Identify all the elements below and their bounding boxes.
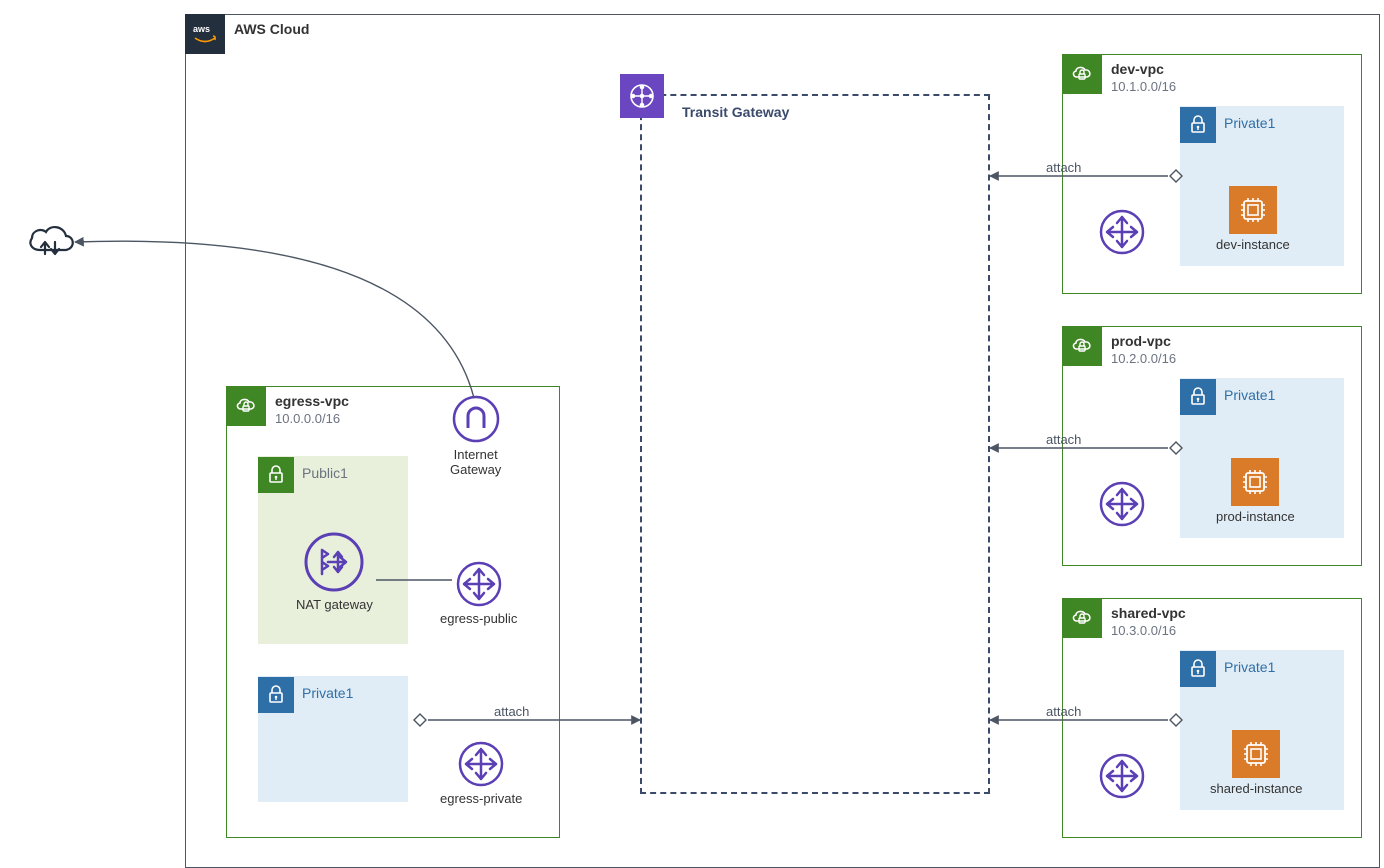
egress-vpc-cidr: 10.0.0.0/16 — [275, 411, 340, 426]
dev-instance-label: dev-instance — [1216, 238, 1290, 253]
prod-vpc-cidr: 10.2.0.0/16 — [1111, 351, 1176, 366]
dev-instance-node: dev-instance — [1216, 186, 1290, 253]
private-subnet-icon — [258, 677, 294, 713]
igw-label: InternetGateway — [450, 448, 501, 478]
dev-rt-node — [1098, 208, 1146, 256]
egress-vpc-name: egress-vpc — [275, 393, 349, 409]
prod-rt-node — [1098, 480, 1146, 528]
aws-logo-badge: aws — [185, 14, 225, 54]
nat-gateway-label: NAT gateway — [296, 598, 373, 613]
egress-private-rt-label: egress-private — [440, 792, 522, 807]
dev-vpc-name: dev-vpc — [1111, 61, 1164, 77]
prod-instance-node: prod-instance — [1216, 458, 1295, 525]
ec2-icon — [1231, 458, 1279, 506]
egress-private-rt-node: egress-private — [440, 740, 522, 807]
vpc-icon — [1062, 598, 1102, 638]
dev-vpc-cidr: 10.1.0.0/16 — [1111, 79, 1176, 94]
prod-vpc-title: prod-vpc 10.2.0.0/16 — [1111, 333, 1176, 367]
shared-private-label: Private1 — [1224, 659, 1275, 675]
nat-gateway-node: NAT gateway — [296, 530, 373, 613]
ec2-icon — [1229, 186, 1277, 234]
vpc-icon — [1062, 54, 1102, 94]
private-subnet-icon — [1180, 379, 1216, 415]
dev-vpc-title: dev-vpc 10.1.0.0/16 — [1111, 61, 1176, 95]
public-subnet-label: Public1 — [302, 465, 348, 481]
transit-gateway-icon — [620, 74, 664, 118]
private-subnet-icon — [1180, 651, 1216, 687]
prod-instance-label: prod-instance — [1216, 510, 1295, 525]
shared-vpc-name: shared-vpc — [1111, 605, 1186, 621]
svg-text:aws: aws — [193, 24, 210, 34]
shared-vpc-title: shared-vpc 10.3.0.0/16 — [1111, 605, 1186, 639]
transit-gateway-group: Transit Gateway — [640, 94, 990, 794]
internet-gateway-node: InternetGateway — [450, 394, 501, 478]
shared-instance-label: shared-instance — [1210, 782, 1303, 797]
transit-gateway-label: Transit Gateway — [682, 104, 789, 120]
egress-public-rt-label: egress-public — [440, 612, 517, 627]
public-subnet-icon — [258, 457, 294, 493]
vpc-icon — [1062, 326, 1102, 366]
egress-vpc-title: egress-vpc 10.0.0.0/16 — [275, 393, 349, 427]
shared-rt-node — [1098, 752, 1146, 800]
egress-private-subnet: Private1 — [258, 676, 408, 802]
private-subnet-icon — [1180, 107, 1216, 143]
dev-private-label: Private1 — [1224, 115, 1275, 131]
shared-vpc-cidr: 10.3.0.0/16 — [1111, 623, 1176, 638]
prod-vpc-name: prod-vpc — [1111, 333, 1171, 349]
egress-private-subnet-label: Private1 — [302, 685, 353, 701]
aws-cloud-label: AWS Cloud — [234, 21, 309, 38]
internet-icon — [22, 216, 78, 272]
vpc-icon — [226, 386, 266, 426]
prod-private-label: Private1 — [1224, 387, 1275, 403]
ec2-icon — [1232, 730, 1280, 778]
diagram-canvas: aws AWS Cloud Transit Gateway — [0, 0, 1384, 868]
shared-instance-node: shared-instance — [1210, 730, 1303, 797]
egress-public-rt-node: egress-public — [440, 560, 517, 627]
